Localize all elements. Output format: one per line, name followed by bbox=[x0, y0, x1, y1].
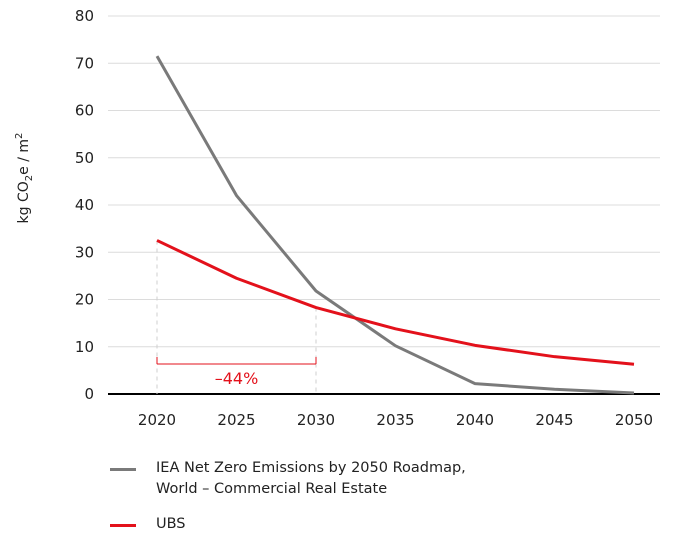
legend-item-iea: IEA Net Zero Emissions by 2050 Roadmap, … bbox=[108, 458, 466, 500]
annotation-label: –44% bbox=[215, 369, 259, 388]
x-tick-2025: 2025 bbox=[217, 411, 255, 429]
legend-swatch-ubs bbox=[110, 524, 136, 527]
y-tick-50: 50 bbox=[75, 149, 94, 167]
x-tick-2030: 2030 bbox=[297, 411, 335, 429]
y-tick-60: 60 bbox=[75, 102, 94, 120]
legend-label-iea: IEA Net Zero Emissions by 2050 Roadmap, … bbox=[156, 460, 466, 497]
y-tick-10: 10 bbox=[75, 338, 94, 356]
x-tick-2050: 2050 bbox=[615, 411, 653, 429]
annotation: –44% bbox=[156, 240, 317, 394]
series-line-ubs bbox=[156, 239, 635, 366]
x-tick-2035: 2035 bbox=[376, 411, 414, 429]
legend-item-ubs: UBS bbox=[108, 514, 466, 535]
series-line-iea bbox=[155, 55, 635, 395]
y-axis-label: kg CO2e / m2 bbox=[14, 133, 35, 224]
y-tick-30: 30 bbox=[75, 243, 94, 261]
series-lines bbox=[155, 55, 635, 395]
y-tick-0: 0 bbox=[84, 385, 94, 403]
y-tick-70: 70 bbox=[75, 54, 94, 72]
legend-label-ubs: UBS bbox=[156, 516, 186, 532]
x-tick-2020: 2020 bbox=[138, 411, 176, 429]
y-tick-40: 40 bbox=[75, 196, 94, 214]
legend-swatch-iea bbox=[110, 468, 136, 471]
y-tick-80: 80 bbox=[75, 7, 94, 25]
legend: IEA Net Zero Emissions by 2050 Roadmap, … bbox=[108, 458, 466, 549]
y-tick-labels: 0 10 20 30 40 50 60 70 80 bbox=[75, 7, 94, 403]
grid-lines bbox=[108, 15, 660, 395]
y-tick-20: 20 bbox=[75, 291, 94, 309]
x-tick-2040: 2040 bbox=[456, 411, 494, 429]
x-tick-labels: 2020 2025 2030 2035 2040 2045 2050 bbox=[138, 411, 653, 429]
x-tick-2045: 2045 bbox=[535, 411, 573, 429]
